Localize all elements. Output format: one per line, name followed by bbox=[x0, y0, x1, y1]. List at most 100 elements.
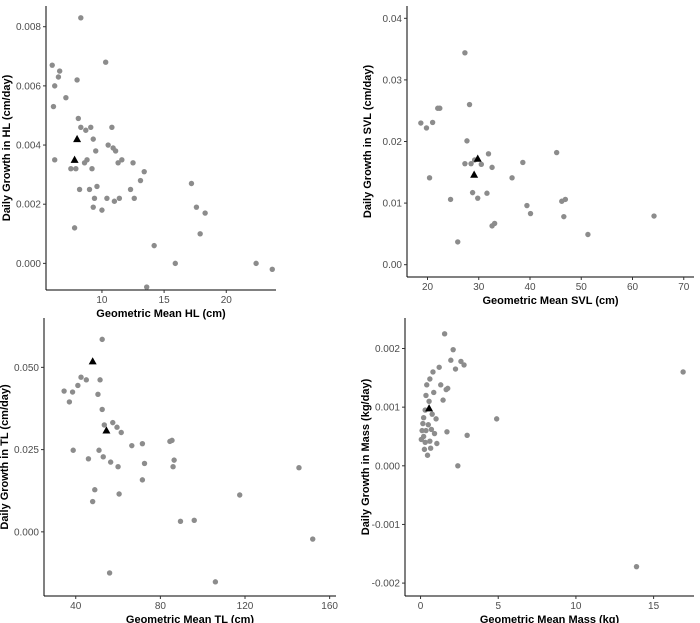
data-point bbox=[420, 415, 427, 421]
data-point bbox=[151, 242, 157, 249]
data-point bbox=[680, 369, 686, 375]
x-tick-label: 20 bbox=[422, 282, 434, 293]
data-point bbox=[78, 15, 84, 21]
y-tick-label: 0.006 bbox=[16, 81, 41, 92]
data-point bbox=[78, 374, 84, 380]
data-point bbox=[427, 445, 434, 451]
data-point-triangle bbox=[425, 404, 434, 412]
data-point bbox=[426, 175, 433, 181]
data-point bbox=[491, 220, 498, 227]
data-point bbox=[423, 392, 429, 399]
x-tick-label: 15 bbox=[648, 601, 660, 612]
data-point-triangle bbox=[470, 170, 479, 178]
data-point bbox=[71, 225, 78, 231]
data-point bbox=[105, 142, 111, 148]
data-point bbox=[475, 195, 481, 201]
data-point bbox=[68, 166, 74, 172]
data-point bbox=[106, 570, 113, 576]
panel-svl-points bbox=[418, 50, 657, 245]
y-tick-label: -0.001 bbox=[372, 520, 401, 531]
data-point bbox=[464, 432, 470, 438]
data-point bbox=[553, 149, 560, 156]
x-tick-label: 70 bbox=[678, 282, 690, 293]
data-point bbox=[52, 83, 58, 89]
data-point bbox=[73, 166, 79, 172]
data-point bbox=[104, 195, 110, 201]
data-point bbox=[424, 452, 431, 458]
data-point bbox=[455, 463, 461, 469]
data-point bbox=[434, 440, 440, 447]
data-point bbox=[484, 190, 490, 196]
data-point bbox=[469, 189, 476, 196]
data-point bbox=[452, 366, 459, 372]
panel-hl-points bbox=[49, 15, 275, 290]
x-tick-label: 10 bbox=[96, 295, 108, 306]
data-point bbox=[61, 388, 67, 394]
data-point bbox=[99, 406, 105, 413]
y-tick-label: 0.000 bbox=[375, 461, 400, 472]
data-point bbox=[116, 195, 123, 201]
data-point bbox=[83, 377, 90, 383]
x-tick-label: 40 bbox=[70, 601, 82, 612]
y-tick-label: 0.050 bbox=[14, 363, 39, 374]
data-point bbox=[462, 50, 468, 56]
panel-tl-points bbox=[61, 336, 316, 585]
data-point bbox=[75, 115, 82, 122]
data-point bbox=[100, 454, 106, 460]
y-tick-label: 0.002 bbox=[16, 200, 41, 211]
y-tick-label: 0.000 bbox=[16, 259, 41, 270]
panel-hl: 10 15 20 0.000 0.002 0.004 0.006 0.008 Geometri… bbox=[1, 6, 276, 320]
data-point bbox=[462, 160, 468, 167]
y-tick-label: 0.025 bbox=[14, 445, 39, 456]
data-point bbox=[52, 157, 58, 163]
data-point bbox=[139, 440, 146, 447]
data-point bbox=[50, 103, 57, 110]
data-point bbox=[433, 416, 439, 422]
panel-mass: 0 5 10 15 -0.002 -0.001 0.000 0.001 0.002 Geomet… bbox=[360, 318, 694, 623]
data-point bbox=[116, 491, 122, 497]
data-point bbox=[171, 457, 177, 463]
data-point bbox=[115, 160, 121, 166]
data-point bbox=[90, 204, 96, 210]
data-point bbox=[438, 382, 444, 388]
y-tick-label: 0.02 bbox=[383, 137, 403, 148]
y-tick-label: 0.002 bbox=[375, 344, 400, 355]
data-point bbox=[75, 382, 81, 389]
y-tick-label: 0.000 bbox=[14, 527, 39, 538]
panel-svl: 20 30 40 50 60 70 0.00 0.01 0.02 0.03 0.04 Geometr… bbox=[362, 6, 694, 307]
data-point bbox=[118, 429, 124, 436]
data-point bbox=[129, 442, 135, 449]
data-point bbox=[447, 196, 454, 203]
data-point bbox=[520, 159, 526, 166]
data-point bbox=[130, 160, 136, 166]
data-point bbox=[170, 464, 176, 470]
data-point bbox=[464, 138, 470, 144]
data-point bbox=[429, 119, 436, 126]
panel-hl-xlabel: Geometric Mean HL (cm) bbox=[96, 308, 226, 320]
data-point bbox=[55, 74, 62, 80]
data-point bbox=[430, 369, 436, 375]
y-tick-label: 0.004 bbox=[16, 141, 41, 152]
data-point bbox=[197, 231, 203, 237]
panel-mass-points bbox=[418, 331, 686, 570]
data-point bbox=[431, 389, 437, 396]
data-point bbox=[90, 136, 96, 142]
data-point bbox=[237, 492, 243, 498]
panel-tl-xlabel: Geometric Mean TL (cm) bbox=[126, 614, 254, 623]
data-point bbox=[310, 536, 316, 542]
panel-mass-ylabel: Daily Growth in Mass (kg/day) bbox=[360, 378, 372, 535]
data-point bbox=[428, 426, 435, 433]
data-point bbox=[49, 62, 55, 68]
panel-svl-xlabel: Geometric Mean SVL (cm) bbox=[482, 295, 618, 307]
x-tick-label: 15 bbox=[159, 295, 171, 306]
data-point bbox=[466, 101, 473, 108]
data-point bbox=[188, 180, 195, 187]
data-point bbox=[585, 231, 591, 238]
data-point bbox=[436, 364, 442, 370]
data-point bbox=[524, 202, 530, 209]
data-point-triangle bbox=[473, 154, 482, 162]
x-tick-label: 0 bbox=[418, 601, 424, 612]
panel-tl-ylabel: Daily Growth in TL (cm/day) bbox=[0, 384, 11, 530]
x-tick-label: 30 bbox=[473, 282, 485, 293]
